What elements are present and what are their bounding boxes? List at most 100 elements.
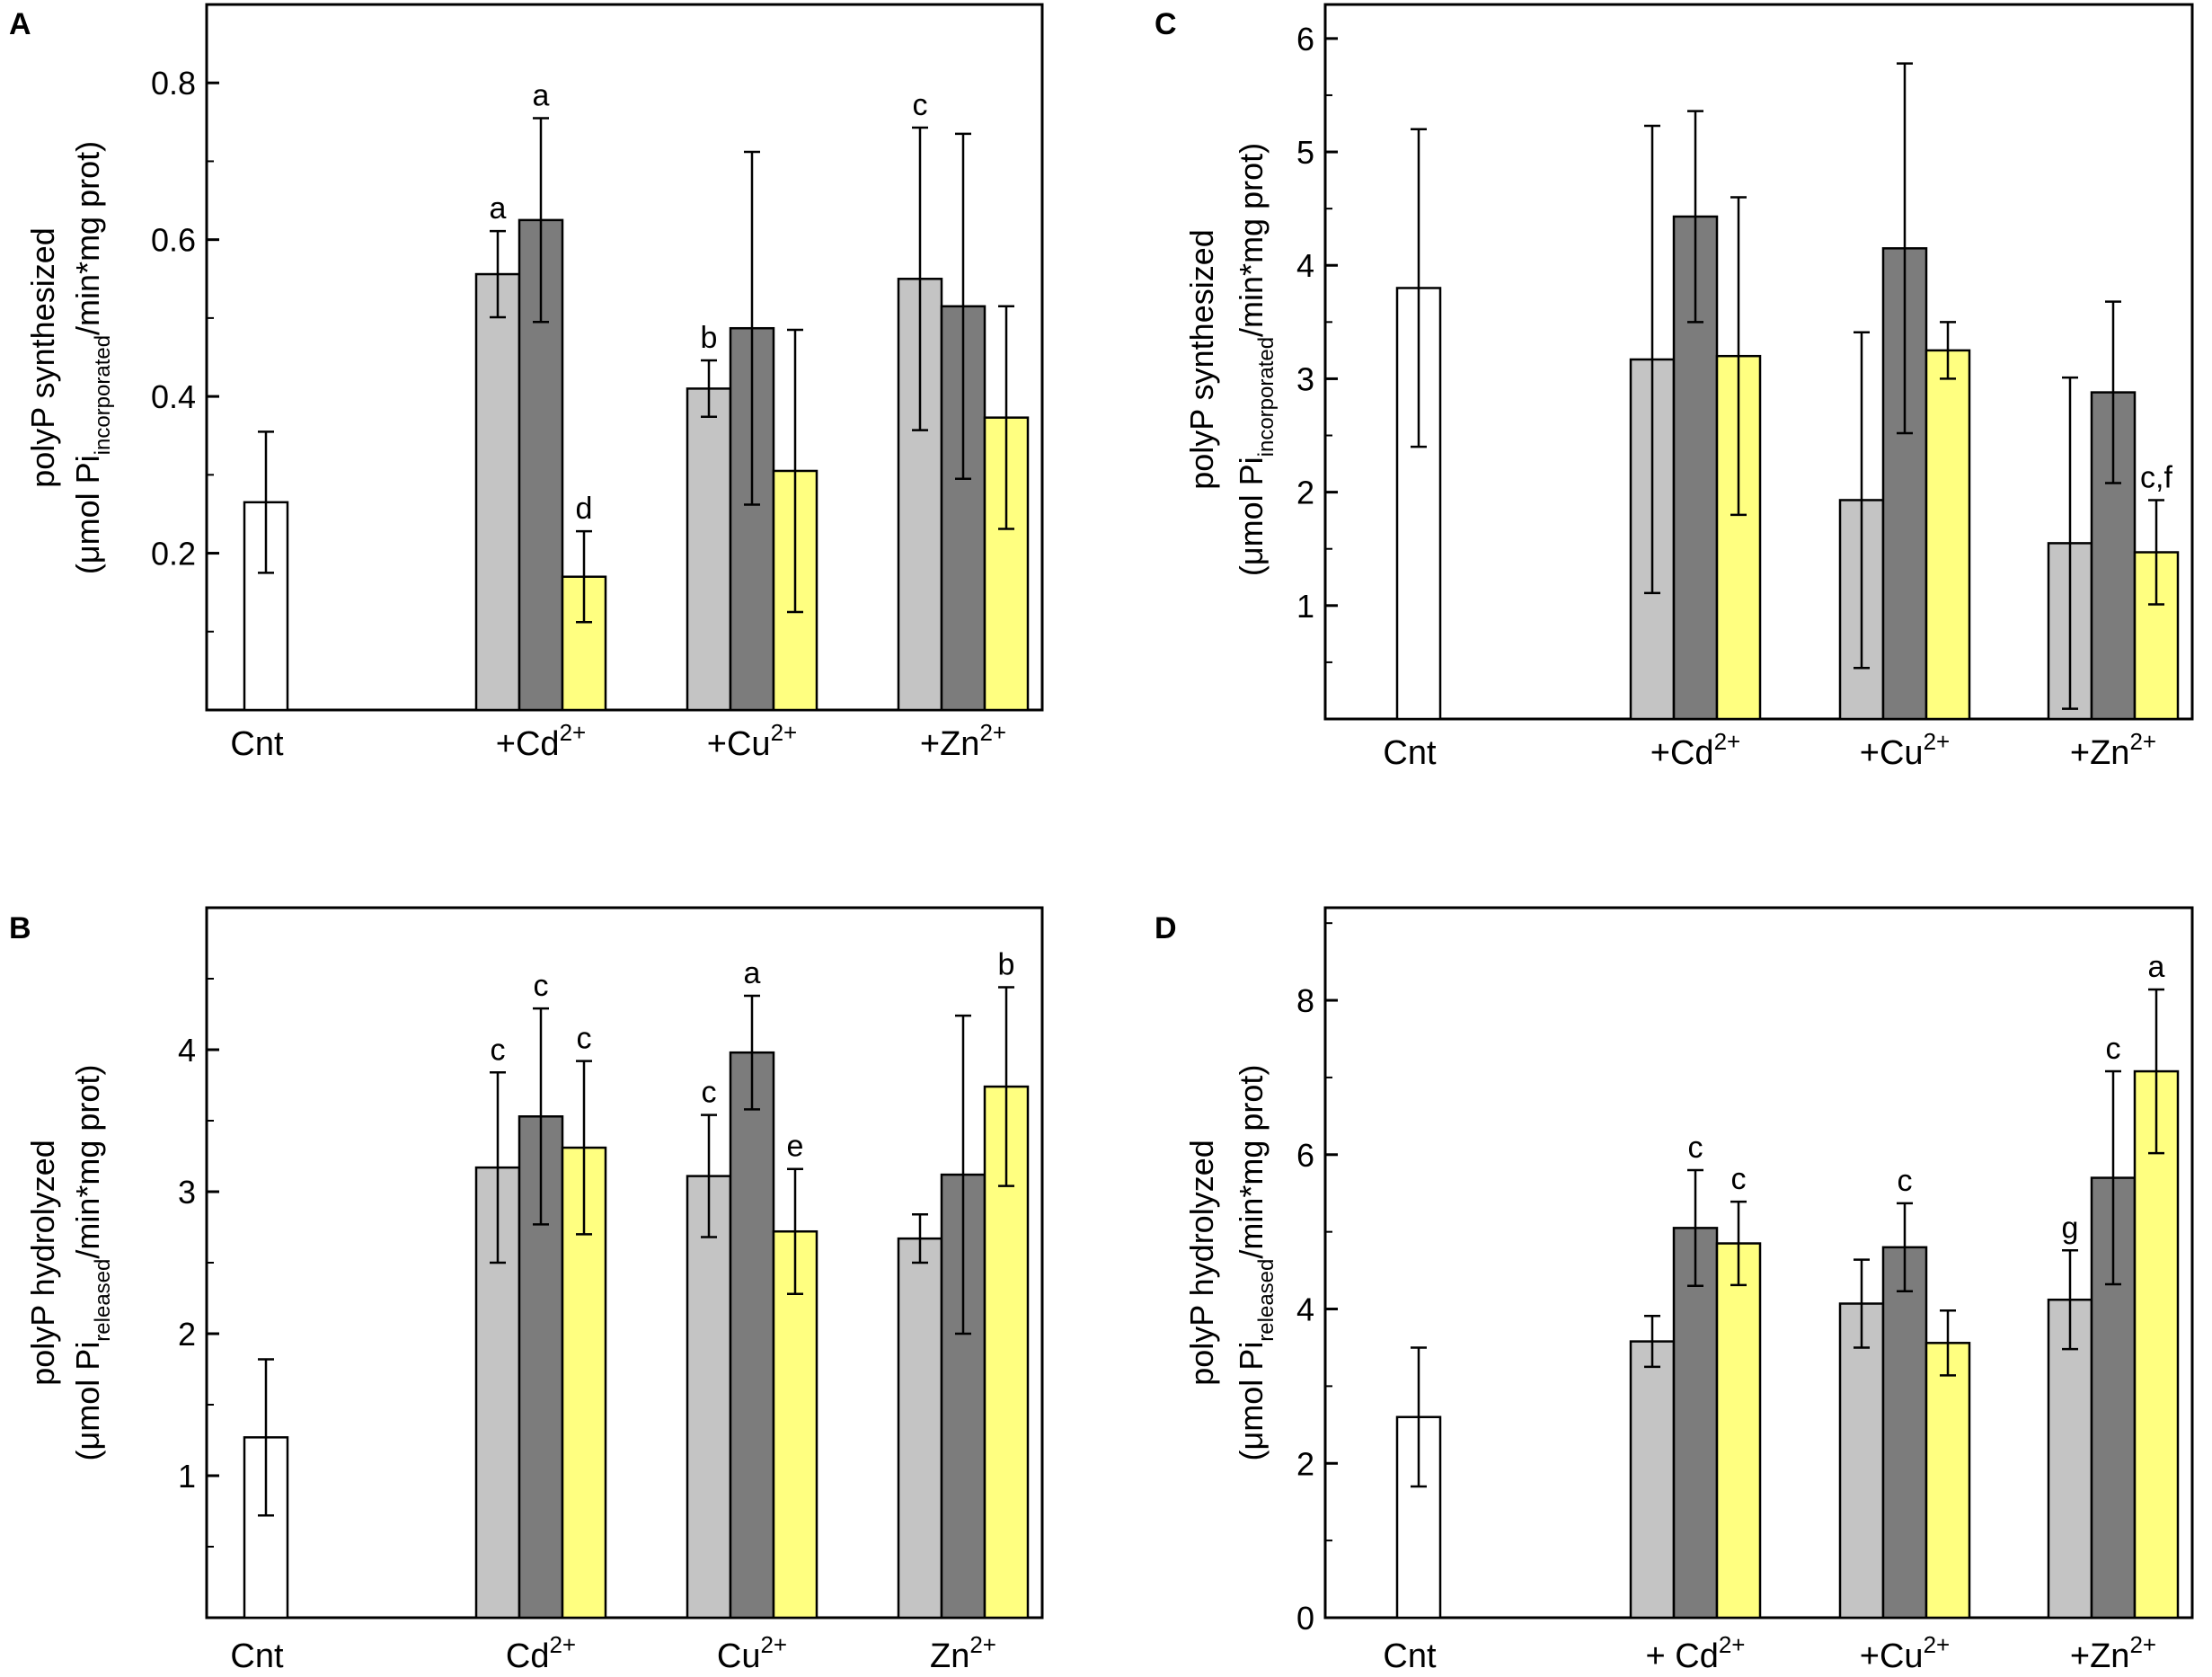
- y-tick-label: 0.2: [151, 536, 196, 572]
- significance-letter: c: [1898, 1164, 1913, 1198]
- category-label: Cd2+: [506, 1631, 576, 1675]
- category-name: Cnt: [230, 1637, 284, 1675]
- y-axis-label-subscript: incorporated: [1254, 337, 1279, 457]
- bar-light: [1629, 1340, 1676, 1619]
- category-name: Cnt: [1383, 1637, 1437, 1675]
- category-name: Cnt: [1383, 734, 1437, 772]
- category-charge: 2+: [2129, 728, 2156, 755]
- y-tick-label: 3: [178, 1174, 196, 1211]
- category-charge: 2+: [979, 719, 1006, 746]
- y-tick-label: 2: [1296, 475, 1314, 511]
- significance-letter: c: [534, 969, 549, 1003]
- significance-letter: c: [913, 88, 928, 122]
- y-axis-label-unit-tail: /min*mg prot): [1233, 143, 1270, 337]
- category-name: Cnt: [230, 725, 284, 763]
- y-axis-label-unit-tail: /min*mg prot): [1233, 1065, 1270, 1259]
- y-tick-label: 6: [1296, 1137, 1314, 1174]
- category-name: +Zn: [920, 725, 980, 763]
- y-axis-label-subscript: released: [91, 1259, 115, 1342]
- panel-label: C: [1155, 7, 1177, 41]
- significance-letter: c: [491, 1033, 506, 1067]
- category-name: + Cd: [1646, 1637, 1719, 1675]
- y-axis-label-unit-tail: /min*mg prot): [69, 1065, 106, 1259]
- panel-label: A: [9, 7, 31, 41]
- category-label: Zn2+: [930, 1631, 996, 1675]
- significance-letter: c: [2106, 1032, 2121, 1066]
- y-axis-label-unit: (μmol Pi: [1233, 457, 1270, 576]
- significance-letter: c: [577, 1022, 592, 1056]
- significance-letter: d: [576, 492, 593, 526]
- significance-letter: c: [1731, 1162, 1747, 1196]
- bar-control: [1395, 287, 1442, 721]
- category-label: +Zn2+: [2070, 1631, 2156, 1675]
- bar-yellow: [1924, 1342, 1971, 1619]
- category-label: + Cd2+: [1646, 1631, 1746, 1675]
- y-axis-label-line2: (μmol Piincorporated/min*mg prot): [69, 141, 115, 574]
- bar-light: [1838, 1302, 1885, 1619]
- category-charge: 2+: [969, 1631, 996, 1658]
- significance-letter: c,f: [2140, 460, 2172, 494]
- significance-letter: c: [1688, 1131, 1703, 1165]
- y-axis-label-line1: polyP hydrolyzed: [24, 1140, 61, 1386]
- category-name: Cd: [506, 1637, 550, 1675]
- bar-light: [474, 272, 521, 712]
- y-axis-label-line2: (μmol Piincorporated/min*mg prot): [1233, 143, 1279, 576]
- panel-label: D: [1155, 911, 1177, 945]
- bar-light: [897, 278, 943, 712]
- y-axis-label-line1: polyP synthesized: [1183, 229, 1220, 490]
- y-axis-label-unit: (μmol Pi: [1233, 1342, 1270, 1461]
- category-label: +Zn2+: [920, 719, 1006, 763]
- y-tick-label: 8: [1296, 982, 1314, 1019]
- category-label: +Cu2+: [1860, 728, 1950, 772]
- category-charge: 2+: [771, 719, 798, 746]
- panel-b: B 1 2 3 4 polyP hydrolyzed(μmol Pireleased/mi…: [9, 906, 1044, 1675]
- y-axis-label-unit-tail: /min*mg prot): [69, 141, 106, 335]
- bar-yellow: [1924, 349, 1971, 721]
- y-axis-label-line1: polyP hydrolyzed: [1183, 1140, 1220, 1386]
- category-name: +Cd: [496, 725, 560, 763]
- significance-letter: a: [744, 956, 761, 990]
- category-name: +Cu: [1860, 1637, 1924, 1675]
- category-name: +Cu: [707, 725, 771, 763]
- bar-control: [243, 501, 289, 712]
- category-label: Cu2+: [717, 1631, 787, 1675]
- y-axis-label-line2: (μmol Pireleased/min*mg prot): [69, 1065, 115, 1461]
- significance-letter: a: [533, 78, 550, 112]
- category-label: +Zn2+: [2070, 728, 2156, 772]
- bar-control: [243, 1436, 289, 1619]
- bar-yellow: [1715, 1242, 1762, 1619]
- category-label: Cnt: [1383, 1637, 1437, 1675]
- category-charge: 2+: [2129, 1631, 2156, 1658]
- significance-letter: b: [701, 321, 718, 355]
- y-tick-label: 0.4: [151, 378, 196, 415]
- category-name: +Zn: [2070, 734, 2130, 772]
- y-axis-label-subscript: incorporated: [91, 335, 115, 455]
- bar-light: [897, 1237, 943, 1619]
- y-tick-label: 0: [1296, 1600, 1314, 1637]
- category-label: +Cd2+: [496, 719, 586, 763]
- category-name: +Cd: [1650, 734, 1714, 772]
- y-tick-label: 1: [1296, 588, 1314, 625]
- category-label: Cnt: [1383, 734, 1437, 772]
- significance-letter: a: [2148, 950, 2165, 984]
- category-charge: 2+: [1924, 1631, 1951, 1658]
- significance-letter: g: [2062, 1211, 2079, 1245]
- y-axis-label-line2: (μmol Pireleased/min*mg prot): [1233, 1065, 1279, 1461]
- category-label: +Cu2+: [707, 719, 797, 763]
- y-tick-label: 4: [178, 1032, 196, 1069]
- category-charge: 2+: [1714, 728, 1741, 755]
- y-tick-label: 4: [1296, 1291, 1314, 1328]
- category-charge: 2+: [760, 1631, 787, 1658]
- y-tick-label: 1: [178, 1458, 196, 1495]
- y-axis-label-unit: (μmol Pi: [69, 455, 106, 574]
- category-charge: 2+: [1719, 1631, 1746, 1658]
- significance-letter: b: [998, 947, 1015, 981]
- category-name: +Zn: [2070, 1637, 2130, 1675]
- axis-frame: [205, 3, 1044, 712]
- bar-light: [686, 387, 732, 712]
- y-tick-label: 6: [1296, 21, 1314, 58]
- panel-a: A 0.2 0.4 0.6 0.8 polyP synthesized(μmol Piin…: [9, 3, 1044, 763]
- significance-letter: c: [702, 1076, 717, 1110]
- category-charge: 2+: [1924, 728, 1951, 755]
